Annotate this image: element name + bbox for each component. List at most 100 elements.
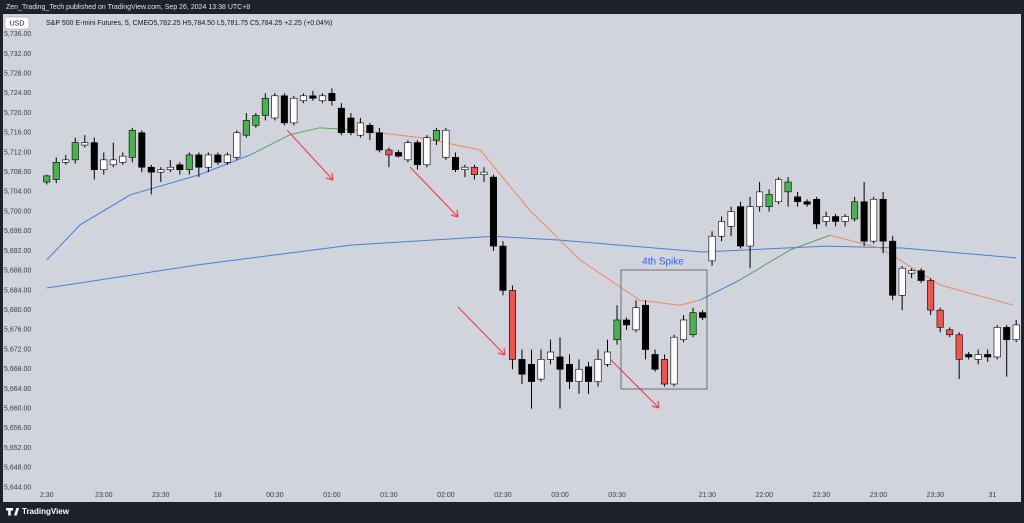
x-tick-label: 01:00 bbox=[323, 492, 341, 499]
candle-body bbox=[651, 354, 659, 370]
arrow bbox=[457, 306, 506, 356]
candle-body bbox=[109, 159, 117, 166]
candle-body bbox=[290, 97, 298, 124]
candle-body bbox=[280, 95, 288, 124]
arrow bbox=[286, 129, 334, 181]
candle-body bbox=[946, 329, 954, 336]
plot: 5,644.00 5,648.00 5,652.00 5,656.00 5,660.00… bbox=[4, 31, 1020, 499]
y-tick-label: 5,736.00 bbox=[4, 31, 31, 38]
x-tick-label: 02:30 bbox=[494, 492, 512, 499]
moving-average bbox=[829, 234, 1014, 306]
arrow bbox=[610, 359, 660, 409]
candle-body bbox=[385, 149, 393, 156]
candle-body bbox=[860, 201, 868, 242]
candle-body bbox=[537, 359, 545, 380]
spike-box bbox=[620, 269, 708, 390]
candle-body bbox=[832, 216, 840, 222]
y-tick-label: 5,720.00 bbox=[4, 110, 31, 117]
candle-body bbox=[423, 137, 431, 166]
candle-body bbox=[242, 120, 250, 136]
candle-body bbox=[404, 142, 412, 161]
candle-body bbox=[737, 206, 745, 247]
candle-body bbox=[138, 132, 146, 168]
candle-body bbox=[746, 206, 754, 247]
candle-body bbox=[642, 304, 650, 350]
logo-mark bbox=[6, 508, 20, 516]
candle-body bbox=[299, 95, 307, 102]
candle-body bbox=[765, 194, 773, 207]
candle-body bbox=[43, 175, 51, 183]
y-tick-label: 5,716.00 bbox=[4, 130, 31, 137]
candle-body bbox=[1012, 324, 1020, 340]
candle-body bbox=[936, 309, 944, 328]
candle-body bbox=[898, 267, 906, 296]
candle-body bbox=[527, 364, 535, 382]
candle-body bbox=[594, 359, 602, 382]
candle-body bbox=[71, 142, 79, 161]
candle-body bbox=[337, 107, 345, 134]
x-tick-label: 23:30 bbox=[152, 492, 170, 499]
candle-body bbox=[803, 201, 811, 205]
candle-body bbox=[879, 198, 887, 242]
candle-body bbox=[157, 169, 165, 173]
y-tick-label: 5,668.00 bbox=[4, 366, 31, 373]
candle-body bbox=[841, 216, 849, 222]
candle-body bbox=[489, 176, 497, 247]
candle-body bbox=[195, 154, 203, 168]
annotation: 4th Spike bbox=[642, 257, 684, 268]
brand: TradingView bbox=[22, 507, 70, 516]
candle-body bbox=[176, 164, 184, 171]
candle-body bbox=[708, 235, 716, 262]
candle-body bbox=[432, 129, 440, 141]
y-tick-label: 5,656.00 bbox=[4, 425, 31, 432]
x-tick-label: 31 bbox=[989, 492, 997, 499]
candle-body bbox=[908, 270, 916, 274]
candle-body bbox=[784, 181, 792, 193]
candle-body bbox=[100, 159, 108, 171]
y-tick-label: 5,696.00 bbox=[4, 228, 31, 235]
candle-body bbox=[775, 179, 783, 203]
y-tick-label: 5,664.00 bbox=[4, 386, 31, 393]
candle-body bbox=[1003, 327, 1011, 340]
candle-body bbox=[927, 280, 935, 311]
moving-average bbox=[46, 154, 251, 261]
candle-body bbox=[508, 290, 516, 360]
candle-body bbox=[680, 319, 688, 340]
candle-body bbox=[727, 211, 735, 227]
candle-body bbox=[223, 154, 231, 163]
candle-body bbox=[233, 132, 241, 158]
x-tick-label: 23:00 bbox=[870, 492, 888, 499]
currency: USD bbox=[10, 20, 25, 27]
y-tick-label: 5,672.00 bbox=[4, 346, 31, 353]
candle-body bbox=[718, 221, 726, 237]
candle-body bbox=[889, 240, 897, 296]
candle-body bbox=[470, 166, 478, 175]
x-tick-label: 23:30 bbox=[927, 492, 945, 499]
candle-body bbox=[81, 142, 89, 146]
candle-body bbox=[955, 334, 963, 360]
x-tick-label: 21:30 bbox=[699, 492, 717, 499]
candle-body bbox=[451, 157, 459, 171]
y-tick-label: 5,700.00 bbox=[4, 208, 31, 215]
candle-body bbox=[442, 129, 450, 158]
candle-body bbox=[318, 95, 326, 102]
y-tick-label: 5,688.00 bbox=[4, 268, 31, 275]
candle-body bbox=[965, 354, 973, 358]
candle-body bbox=[185, 154, 193, 171]
candle-body bbox=[670, 336, 678, 385]
candle-body bbox=[328, 93, 336, 102]
arrow bbox=[409, 166, 459, 218]
y-tick-label: 5,684.00 bbox=[4, 287, 31, 294]
candle-body bbox=[119, 155, 127, 163]
arrows bbox=[286, 129, 660, 409]
symbol: S&P 500 E-mini Futures, 5, CME bbox=[46, 20, 149, 27]
candle-body bbox=[214, 154, 222, 163]
candle-body bbox=[984, 354, 992, 358]
candle-body bbox=[204, 154, 212, 168]
candle-body bbox=[375, 132, 383, 151]
y-tick-label: 5,648.00 bbox=[4, 465, 31, 472]
candle-body bbox=[993, 327, 1001, 358]
candle-body bbox=[974, 354, 982, 360]
y-tick-label: 5,704.00 bbox=[4, 189, 31, 196]
y-tick-label: 5,728.00 bbox=[4, 70, 31, 77]
